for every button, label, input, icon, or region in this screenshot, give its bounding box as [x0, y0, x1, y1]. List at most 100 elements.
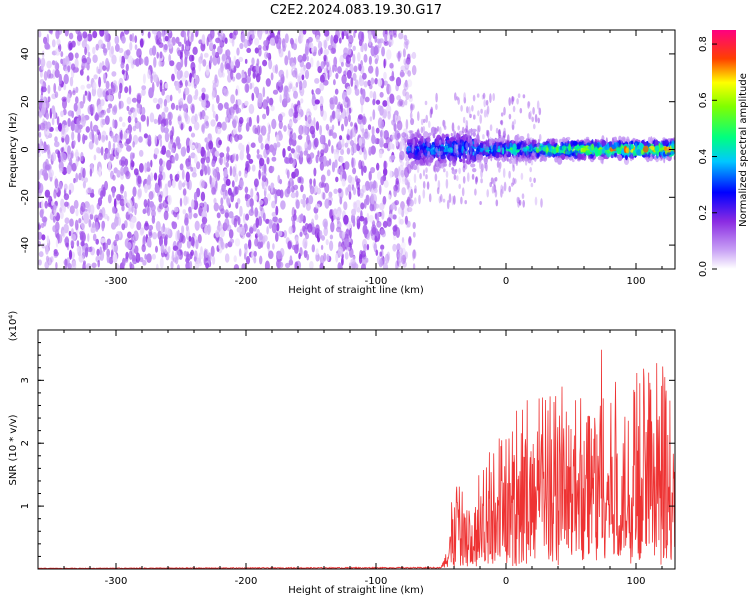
- spectrogram-cell: [43, 36, 48, 45]
- y-tick-label: 20: [20, 95, 31, 108]
- spectrogram-cell: [258, 65, 262, 76]
- spectrogram-cell: [254, 194, 258, 201]
- spectrogram-cell: [402, 88, 407, 97]
- spectrogram-cell: [95, 43, 99, 51]
- spectrogram-cell: [460, 105, 463, 112]
- spectrogram-cell: [333, 56, 338, 67]
- spectrogram-cell: [341, 178, 346, 187]
- spectrogram-cell: [348, 114, 351, 123]
- spectrogram-cell: [216, 212, 221, 219]
- spectrogram-cell: [490, 149, 493, 153]
- spectrogram-cell: [572, 141, 578, 146]
- spectrogram-cell: [84, 46, 87, 56]
- spectrogram-cell: [647, 136, 651, 145]
- spectrogram-cell: [225, 49, 231, 58]
- spectrogram-cell: [432, 165, 436, 172]
- spectrogram-cell: [254, 47, 259, 54]
- spectrogram-cell: [213, 202, 219, 212]
- snr-x-label: Height of straight line (km): [288, 585, 424, 596]
- spectrogram-cell: [404, 99, 408, 106]
- spectrogram-cell: [636, 149, 642, 156]
- spectrogram-cell: [411, 51, 417, 60]
- spectrogram-cell: [417, 140, 422, 146]
- spectrogram-cell: [232, 166, 237, 178]
- spectrogram-cell: [231, 180, 235, 188]
- spectrogram-cell: [228, 229, 234, 239]
- spectrogram-cell: [276, 250, 283, 260]
- spectrogram-cell: [166, 227, 171, 236]
- spectrogram-cell: [70, 150, 74, 159]
- spectrogram-cell: [286, 169, 290, 179]
- spectrogram-cell: [450, 132, 453, 137]
- spectrogram-cell: [292, 43, 297, 51]
- spectrogram-cell: [205, 156, 211, 164]
- spectrogram-cell: [346, 69, 352, 79]
- spectrogram-cell: [332, 110, 335, 119]
- spectrogram-cell: [400, 254, 407, 265]
- spectrogram-cell: [271, 211, 277, 217]
- spectrogram-cell: [529, 110, 532, 120]
- spectrogram-cell: [354, 30, 357, 34]
- spectrogram-cell: [128, 85, 132, 95]
- spectrogram-cell: [108, 103, 113, 109]
- spectrogram-cell: [479, 114, 483, 124]
- spectrogram-cell: [59, 167, 64, 173]
- spectrogram-cell: [69, 205, 75, 215]
- spectrogram-cell: [380, 120, 385, 129]
- spectrogram-cell: [449, 155, 453, 161]
- spectrogram-cell: [512, 143, 517, 151]
- spectrogram-cell: [40, 85, 44, 96]
- spectrogram-cell: [407, 70, 412, 77]
- spectrogram-cell: [539, 153, 543, 159]
- spectrogram-cell: [139, 163, 144, 173]
- spectrogram-cell: [259, 233, 263, 241]
- spectrogram-cell: [322, 155, 327, 167]
- spectrogram-cell: [420, 126, 424, 134]
- spectrogram-cell: [249, 227, 254, 234]
- spectrogram-cell: [602, 148, 605, 155]
- spectrogram-cell: [74, 52, 79, 59]
- spectrogram-cell: [375, 127, 380, 134]
- spectrogram-cell: [181, 225, 185, 234]
- spectrogram-cell: [241, 102, 244, 110]
- spectrogram-cell: [128, 250, 133, 260]
- spectrogram-cell: [382, 220, 388, 228]
- spectrogram-cell: [382, 195, 387, 205]
- spectrogram-cell: [59, 210, 64, 220]
- spectrogram-cell: [408, 237, 412, 244]
- spectrogram-cell: [174, 153, 179, 162]
- spectrogram-cell: [148, 224, 154, 231]
- spectrogram-cell: [323, 30, 330, 37]
- spectrogram-cell: [625, 147, 629, 153]
- spectrogram-cell: [197, 260, 202, 267]
- spectrogram-cell: [222, 192, 227, 200]
- spectrogram-cell: [379, 91, 384, 98]
- spectrogram-cell: [194, 75, 199, 86]
- spectrogram-cell: [375, 203, 380, 209]
- spectrogram-cell: [262, 86, 266, 98]
- spectrogram-cell: [74, 219, 79, 231]
- spectrogram-cell: [82, 167, 86, 179]
- spectrogram-cell: [430, 144, 435, 149]
- spectrogram-cell: [73, 102, 78, 112]
- spectrogram-cell: [508, 97, 512, 106]
- spectrogram-cell: [210, 119, 216, 127]
- spectrogram-cell: [331, 161, 336, 173]
- spectrogram-cell: [344, 238, 350, 248]
- spectrogram-cell: [221, 183, 226, 193]
- spectrogram-cell: [330, 221, 335, 233]
- spectrogram-cell: [440, 150, 443, 156]
- spectrogram-cell: [146, 115, 149, 127]
- spectrogram-cell: [302, 53, 307, 62]
- spectrogram-cell: [643, 145, 649, 153]
- spectrogram-cell: [264, 30, 268, 35]
- spectrogram-cell: [283, 85, 289, 96]
- spectrogram-cell: [234, 238, 241, 247]
- spectrogram-cell: [279, 178, 283, 185]
- spectrogram-cell: [90, 204, 95, 215]
- spectrogram-cell: [339, 155, 344, 164]
- spectrogram-cell: [187, 94, 193, 104]
- spectrogram-cell: [126, 129, 130, 135]
- spectrogram-cell: [582, 148, 586, 153]
- spectrogram-cell: [495, 199, 499, 207]
